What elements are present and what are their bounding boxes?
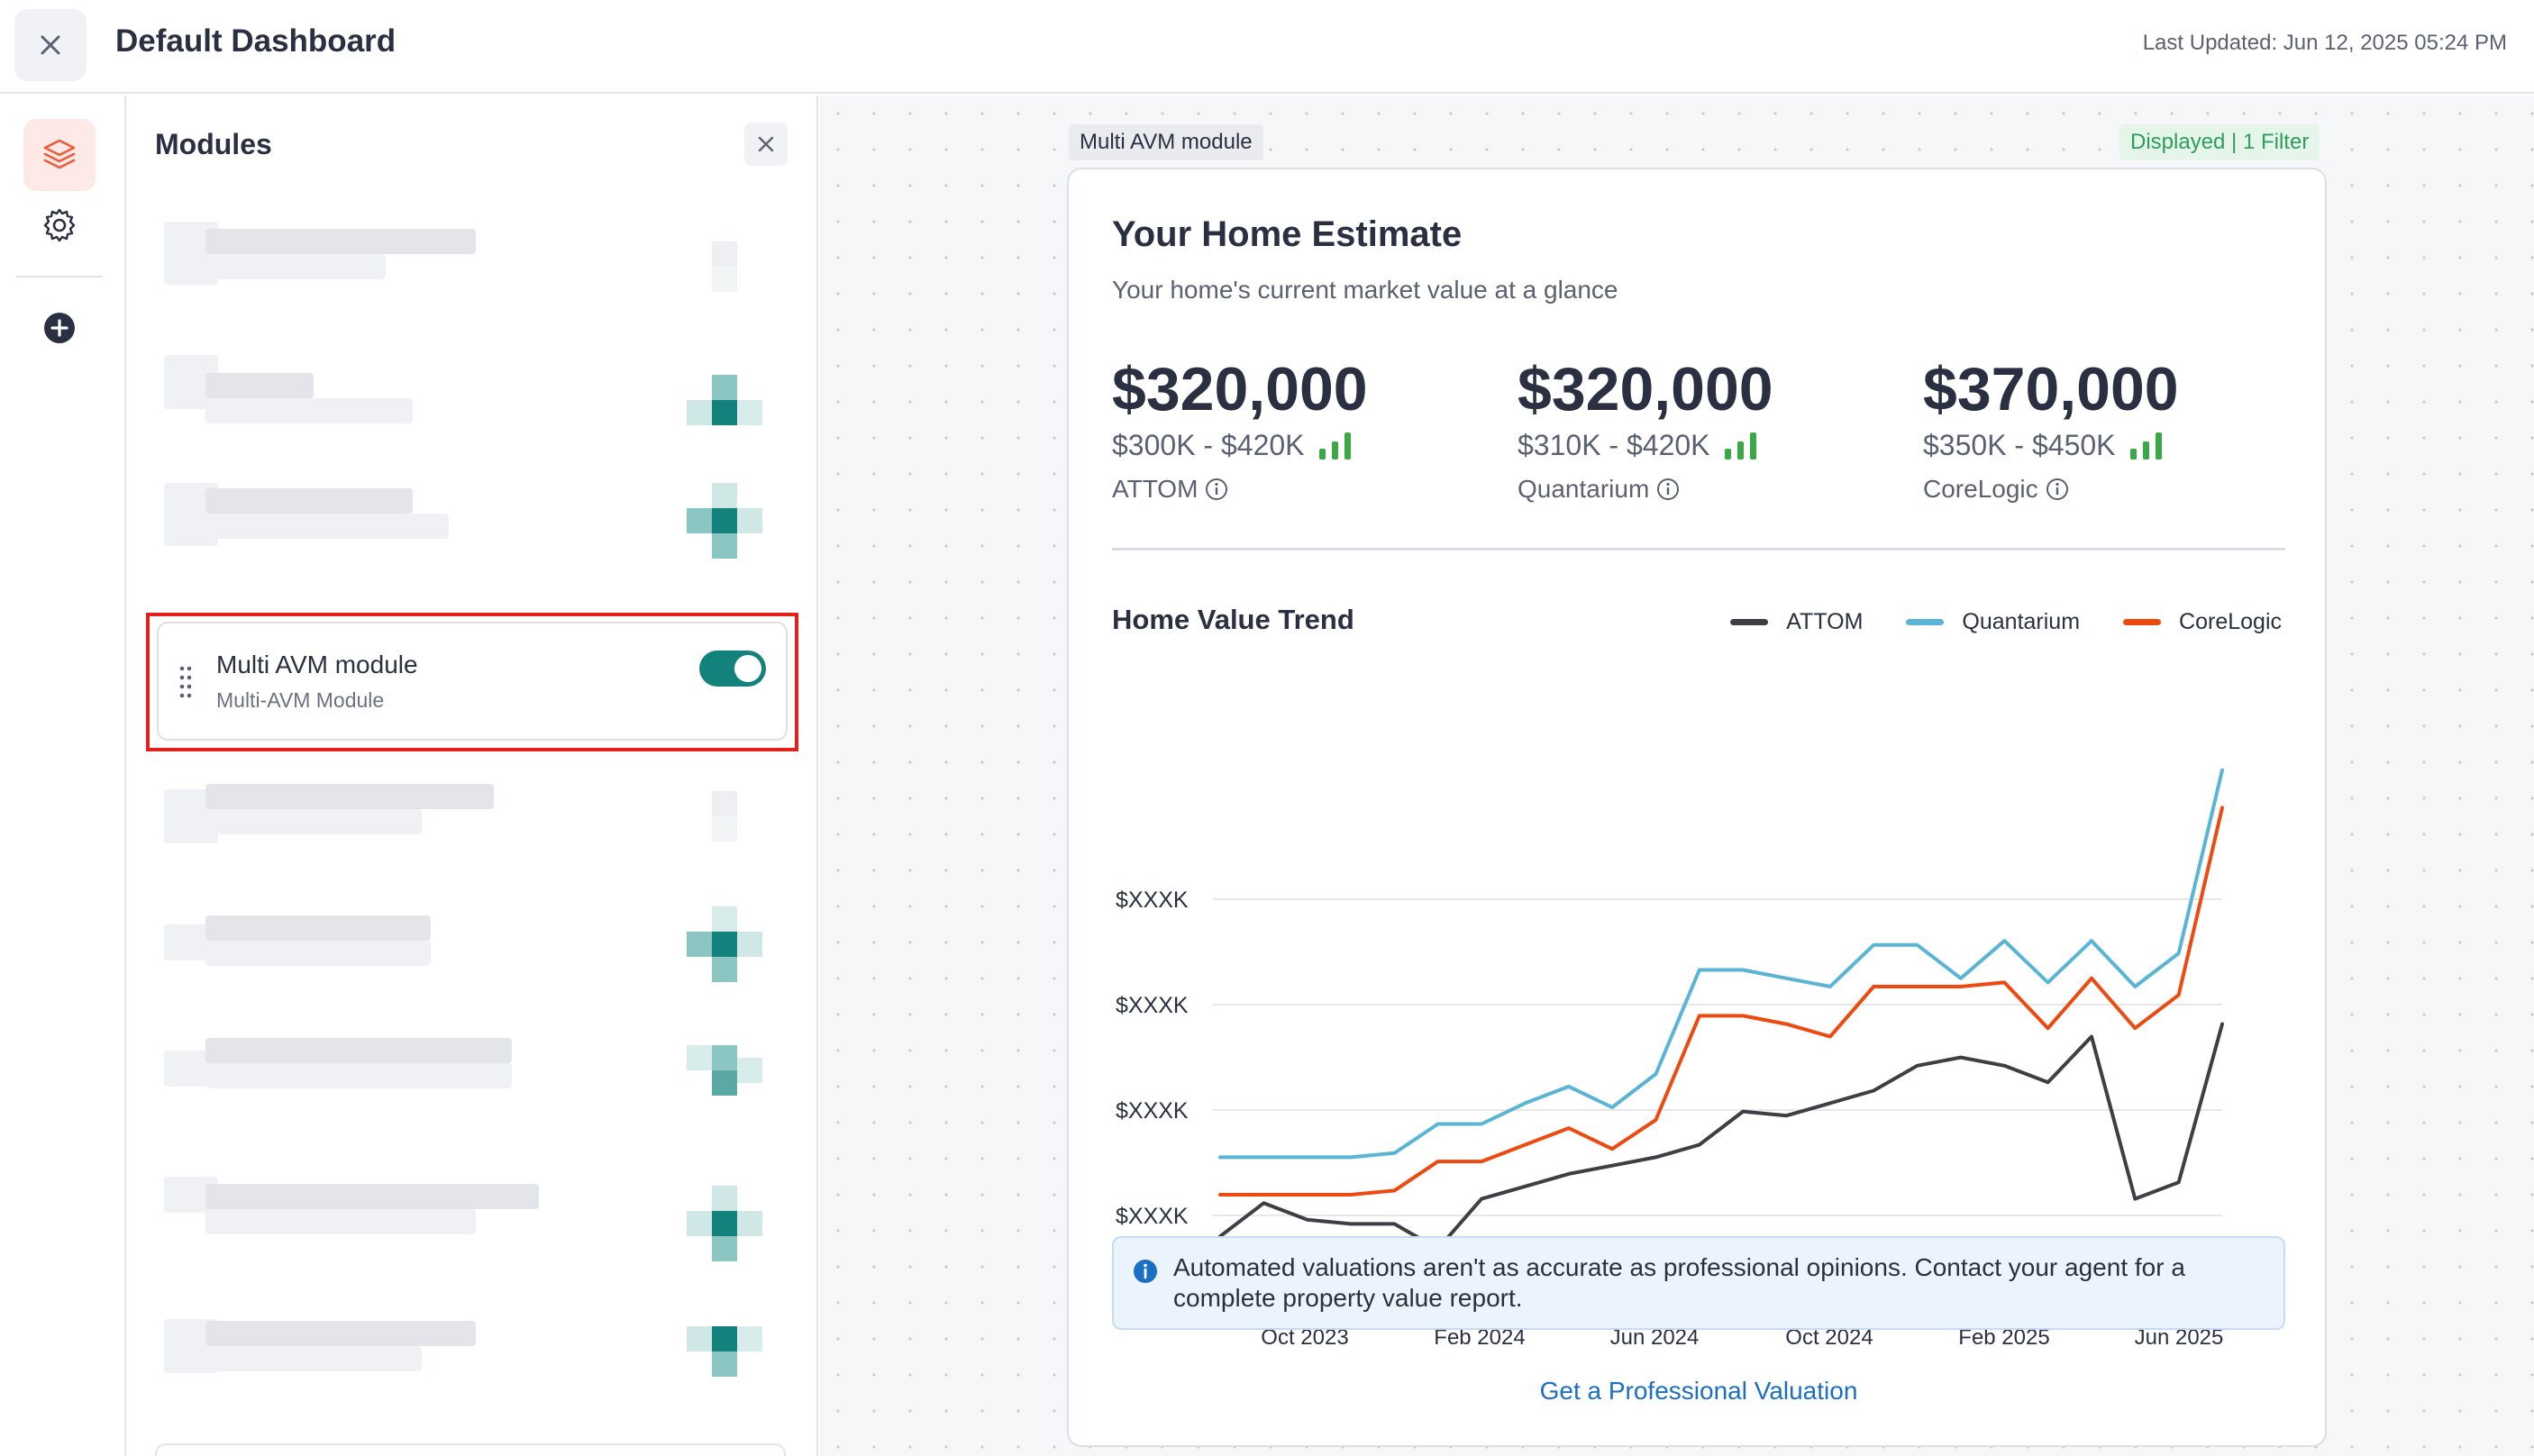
toggle-knob <box>734 655 761 682</box>
multi-avm-module-item[interactable]: Multi AVM module Multi-AVM Module <box>157 622 788 741</box>
signal-bars-icon <box>1318 432 1351 460</box>
last-updated-text: Last Updated: Jun 12, 2025 05:24 PM <box>2142 31 2507 55</box>
estimate-range: $350K - $450K <box>1923 429 2302 462</box>
toggle-placeholder <box>687 483 786 559</box>
info-filled-icon <box>1134 1260 1157 1283</box>
toggle-placeholder <box>687 1033 786 1105</box>
legend-item-attom[interactable]: ATTOM <box>1730 609 1863 635</box>
close-icon <box>41 35 60 55</box>
list-item[interactable] <box>155 888 786 996</box>
disclaimer-notice: Automated valuations aren't as accurate … <box>1112 1236 2285 1330</box>
chart-legend: ATTOM Quantarium CoreLogic <box>1730 609 2282 635</box>
legend-swatch-corelogic <box>2123 619 2162 625</box>
y-tick-label: $XXXK <box>1116 1204 1189 1229</box>
toggle-placeholder <box>687 231 786 303</box>
toggle-placeholder <box>687 1159 786 1261</box>
info-icon[interactable] <box>2046 478 2069 501</box>
estimate-range-text: $350K - $450K <box>1923 429 2116 461</box>
list-item[interactable] <box>155 213 786 321</box>
list-item[interactable] <box>155 1443 786 1456</box>
estimate-value: $370,000 <box>1923 355 2179 423</box>
estimate-source: ATTOM <box>1112 475 1490 504</box>
series-line-corelogic <box>1218 805 2224 1197</box>
estimate-source-text: Quantarium <box>1518 475 1650 503</box>
toggle-placeholder <box>687 906 786 982</box>
filter-status-badge[interactable]: Displayed | 1 Filter <box>2119 124 2320 160</box>
drag-handle-icon[interactable] <box>178 665 193 701</box>
modules-close-button[interactable] <box>744 123 788 166</box>
estimate-source-text: ATTOM <box>1112 475 1199 503</box>
list-item[interactable] <box>155 1294 786 1402</box>
list-item[interactable] <box>155 1141 786 1261</box>
legend-label: CoreLogic <box>2179 609 2282 634</box>
estimate-range: $300K - $420K <box>1112 429 1490 462</box>
top-bar: Default Dashboard Last Updated: Jun 12, … <box>0 0 2534 94</box>
trend-title: Home Value Trend <box>1112 604 1354 635</box>
signal-bars-icon <box>2129 432 2162 460</box>
list-item[interactable] <box>155 339 786 447</box>
series-line-quantarium <box>1218 768 2224 1160</box>
info-icon[interactable] <box>1205 478 1228 501</box>
legend-item-quantarium[interactable]: Quantarium <box>1906 609 2080 635</box>
y-tick-label: $XXXK <box>1116 993 1189 1018</box>
module-type: Multi-AVM Module <box>216 688 385 712</box>
info-icon[interactable] <box>1656 478 1680 501</box>
list-item[interactable] <box>155 762 786 870</box>
signal-bars-icon <box>1724 432 1756 460</box>
icon-rail <box>0 96 126 1456</box>
add-circle-icon <box>44 313 75 343</box>
list-item[interactable] <box>155 465 786 573</box>
gear-icon <box>43 208 76 242</box>
cta-label: Get a Professional Valuation <box>1539 1377 1858 1405</box>
add-module-rail-button[interactable] <box>23 292 96 364</box>
estimate-value: $320,000 <box>1518 355 1773 423</box>
disclaimer-text: Automated valuations aren't as accurate … <box>1173 1253 2185 1312</box>
toggle-placeholder <box>687 780 786 852</box>
selection-highlight <box>146 613 798 751</box>
list-item[interactable] <box>155 1015 786 1123</box>
estimate-quantarium: $320,000 $310K - $420K Quantarium <box>1518 359 1896 504</box>
y-tick-label: $XXXK <box>1116 1098 1189 1124</box>
modules-title: Modules <box>155 128 272 160</box>
settings-rail-button[interactable] <box>23 189 96 261</box>
module-visibility-toggle[interactable] <box>699 651 766 687</box>
y-tick-label: $XXXK <box>1116 887 1189 913</box>
estimate-corelogic: $370,000 $350K - $450K CoreLogic <box>1923 359 2302 504</box>
modules-panel: Modules <box>126 96 818 1456</box>
home-estimate-card: Your Home Estimate Your home's current m… <box>1067 168 2327 1447</box>
close-dashboard-button[interactable] <box>14 9 87 81</box>
estimate-source-text: CoreLogic <box>1923 475 2038 503</box>
estimate-source: CoreLogic <box>1923 475 2302 504</box>
series-line-attom <box>1218 1022 2224 1251</box>
estimate-value: $320,000 <box>1112 355 1368 423</box>
card-subtitle: Your home's current market value at a gl… <box>1112 276 1618 304</box>
modules-rail-button[interactable] <box>23 119 96 191</box>
section-divider <box>1112 548 2285 551</box>
close-icon <box>758 136 774 152</box>
estimate-attom: $320,000 $300K - $420K ATTOM <box>1112 359 1490 504</box>
legend-label: ATTOM <box>1786 609 1864 634</box>
legend-swatch-attom <box>1730 619 1769 625</box>
module-name: Multi AVM module <box>216 651 418 678</box>
rail-divider <box>16 276 103 278</box>
legend-swatch-quantarium <box>1906 619 1945 625</box>
toggle-placeholder <box>687 1312 786 1384</box>
module-tag: Multi AVM module <box>1069 124 1263 160</box>
card-title: Your Home Estimate <box>1112 214 1463 254</box>
professional-valuation-link[interactable]: Get a Professional Valuation <box>1069 1377 2329 1406</box>
estimate-source: Quantarium <box>1518 475 1896 504</box>
estimate-range-text: $310K - $420K <box>1518 429 1710 461</box>
page-title: Default Dashboard <box>115 23 397 59</box>
estimate-range-text: $300K - $420K <box>1112 429 1305 461</box>
layers-icon <box>43 139 76 169</box>
legend-label: Quantarium <box>1962 609 2081 634</box>
toggle-placeholder <box>687 357 786 429</box>
estimate-range: $310K - $420K <box>1518 429 1896 462</box>
legend-item-corelogic[interactable]: CoreLogic <box>2123 609 2282 635</box>
